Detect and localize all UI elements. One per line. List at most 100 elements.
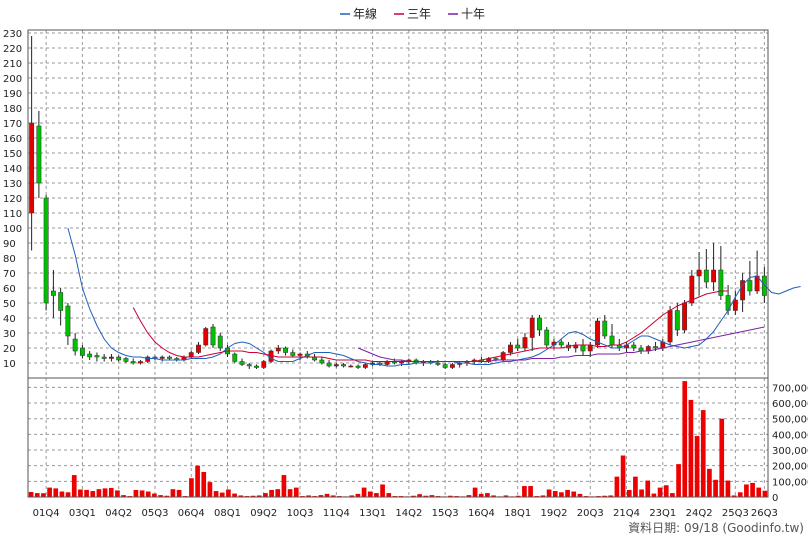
volume-bar: [28, 491, 34, 497]
volume-bar: [139, 490, 145, 497]
volume-bar: [491, 495, 496, 497]
candle-body: [355, 365, 361, 368]
volume-bar: [306, 495, 311, 497]
volume-bar: [559, 492, 564, 497]
candle-body: [522, 337, 528, 349]
data-date-label: 資料日期: 09/18 (Goodinfo.tw): [628, 521, 804, 535]
x-tick-label: 24Q2: [686, 508, 713, 519]
volume-bar: [750, 482, 755, 497]
candle-body: [718, 269, 724, 296]
volume-bar: [374, 493, 379, 497]
candle-body: [261, 361, 267, 368]
volume-tick-label: 100,000: [772, 477, 808, 488]
candle-body: [275, 347, 281, 352]
price-tick-label: 120: [3, 194, 22, 205]
volume-bar: [737, 492, 743, 497]
volume-bar: [226, 489, 231, 497]
price-tick-label: 220: [3, 44, 22, 55]
price-tick-label: 40: [3, 314, 16, 325]
volume-bar: [676, 464, 681, 497]
candle-body: [283, 347, 288, 353]
volume-bar: [102, 488, 108, 497]
candle-body: [65, 305, 71, 337]
volume-bar: [626, 489, 632, 497]
candle-body: [167, 356, 172, 359]
price-tick-label: 130: [3, 179, 22, 190]
price-y-axis: 10 20 30 40 50 60 70 80 90 100 110 120 130 140 150 160 1…: [3, 29, 22, 370]
legend: 年線 三年 十年: [340, 6, 485, 21]
x-tick-label: 06Q4: [178, 508, 205, 519]
volume-bar: [417, 494, 422, 497]
volume-bar: [657, 487, 663, 497]
volume-bar: [281, 475, 287, 497]
price-tick-label: 100: [3, 224, 22, 235]
volume-bar: [324, 493, 330, 497]
candle-body: [203, 328, 209, 346]
volume-bar: [423, 495, 429, 497]
candle-body: [580, 344, 586, 352]
candle-body: [689, 275, 695, 304]
volume-bar: [238, 495, 244, 497]
candle-body: [123, 358, 129, 362]
volume-bar: [744, 484, 749, 497]
candle-body: [87, 353, 93, 358]
volume-bar: [152, 493, 157, 497]
volume-tick-label: 500,000: [772, 415, 808, 426]
price-tick-label: 90: [3, 239, 16, 250]
x-tick-label: 26Q3: [751, 508, 778, 519]
volume-bar: [263, 493, 268, 497]
candle-body: [653, 346, 658, 349]
price-tick-label: 70: [3, 269, 16, 280]
price-tick-label: 200: [3, 74, 22, 85]
volume-bar: [158, 495, 163, 497]
candle-body: [529, 317, 535, 338]
volume-bar: [269, 489, 274, 497]
volume-bar: [145, 491, 151, 497]
candle-body: [246, 364, 252, 367]
candle-body: [631, 344, 637, 349]
volume-bar: [96, 489, 102, 497]
volume-bar: [608, 495, 614, 497]
volume-bar: [176, 489, 182, 497]
volume-bar: [84, 489, 89, 497]
volume-bar: [133, 489, 139, 497]
candle-body: [740, 280, 746, 301]
volume-bar: [411, 495, 416, 497]
volume-bar: [59, 491, 65, 497]
x-tick-label: 10Q3: [287, 508, 314, 519]
price-tick-label: 190: [3, 89, 22, 100]
candle-body: [558, 341, 564, 346]
candle-body: [210, 326, 216, 346]
candle-body: [239, 361, 245, 365]
volume-bar: [719, 418, 725, 497]
candle-body: [50, 290, 56, 296]
volume-bar: [65, 492, 71, 497]
price-tick-label: 180: [3, 104, 22, 115]
x-tick-label: 01Q4: [33, 508, 60, 519]
volume-tick-label: 700,000: [772, 383, 808, 394]
price-tick-label: 20: [3, 344, 16, 355]
volume-bar: [330, 495, 336, 497]
volume-bar: [355, 493, 361, 497]
volume-bar: [207, 482, 213, 497]
candle-body: [196, 344, 201, 353]
candle-body: [159, 356, 165, 359]
volume-bar: [670, 493, 675, 497]
price-grid: [28, 30, 768, 497]
volume-bar: [620, 455, 626, 497]
volume-y-axis: 0 100,000 200,000 300,000 400,000 500,000 600,…: [772, 383, 808, 504]
volume-bar: [219, 492, 225, 497]
legend-label: 三年: [407, 7, 431, 21]
x-tick-label: 25Q3: [722, 508, 749, 519]
volume-bar: [41, 493, 46, 497]
volume-tick-label: 200,000: [772, 462, 808, 473]
volume-bar: [694, 435, 700, 497]
volume-bar: [645, 480, 651, 497]
volume-bars: [28, 381, 768, 497]
volume-bar: [725, 480, 731, 497]
price-tick-label: 50: [3, 299, 16, 310]
x-tick-label: 15Q3: [432, 508, 459, 519]
x-tick-label: 14Q2: [395, 508, 422, 519]
candlesticks: [29, 36, 767, 369]
